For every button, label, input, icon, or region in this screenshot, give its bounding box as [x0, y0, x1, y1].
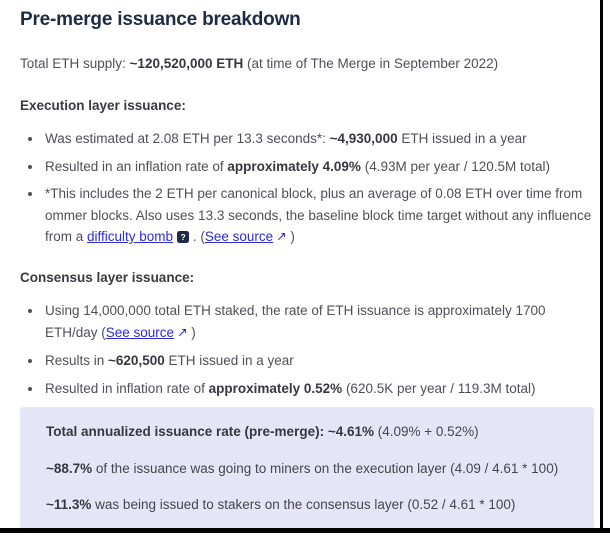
execution-layer-list: Was estimated at 2.08 ETH per 13.3 secon…: [20, 128, 597, 249]
consensus-layer-list: Using 14,000,000 total ETH staked, the r…: [20, 300, 597, 399]
bullet-text: Results in: [45, 353, 109, 368]
bullet-text: *This includes the 2 ETH per canonical b…: [45, 186, 592, 244]
see-source-label: See source: [204, 229, 274, 244]
list-item-execution-footnote: *This includes the 2 ETH per canonical b…: [43, 183, 597, 249]
summary-text: of the issuance was going to miners on t…: [92, 460, 559, 476]
list-item-execution-inflation: Resulted in an inflation rate of approxi…: [43, 156, 597, 178]
window-border-bottom: [0, 528, 610, 533]
stakers-share-value: ~11.3%: [46, 497, 92, 512]
list-item-execution-estimate: Was estimated at 2.08 ETH per 13.3 secon…: [43, 128, 597, 150]
bullet-text: (620.5K per year / 119.3M total): [342, 380, 536, 396]
difficulty-bomb-link[interactable]: difficulty bomb: [87, 229, 174, 244]
external-link-icon: ↗: [276, 229, 287, 244]
summary-callout: Total annualized issuance rate (pre-merg…: [20, 407, 594, 530]
list-item-consensus-rate: Using 14,000,000 total ETH staked, the r…: [43, 300, 597, 344]
bullet-text: Using 14,000,000 total ETH staked, the r…: [45, 303, 546, 340]
issuance-value: ~620,500: [108, 353, 165, 368]
intro-text: Total ETH supply:: [20, 56, 130, 71]
total-supply-value: ~120,520,000 ETH: [129, 56, 244, 71]
miners-share-value: ~88.7%: [46, 460, 93, 476]
bullet-text: (4.93M per year / 120.5M total): [360, 158, 551, 174]
bullet-text: Resulted in inflation rate of: [45, 380, 209, 396]
intro-text-suffix: (at time of The Merge in September 2022): [243, 56, 499, 71]
bullet-text: ): [187, 324, 196, 340]
summary-stakers-share: ~11.3% was being issued to stakers on th…: [46, 494, 568, 516]
list-item-consensus-inflation: Resulted in inflation rate of approximat…: [43, 378, 597, 400]
article-content: Pre-merge issuance breakdown Total ETH s…: [20, 0, 597, 530]
issuance-value: ~4,930,000: [329, 131, 398, 146]
bullet-text: ETH issued in a year: [397, 131, 527, 146]
external-link-icon: ↗: [177, 325, 188, 339]
bullet-text: Resulted in an inflation rate of: [45, 158, 228, 174]
summary-total-rate: Total annualized issuance rate (pre-merg…: [46, 421, 568, 443]
summary-miners-share: ~88.7% of the issuance was going to mine…: [46, 458, 568, 480]
bullet-text: ): [286, 229, 295, 244]
bullet-text: Was estimated at 2.08 ETH per 13.3 secon…: [45, 131, 330, 146]
summary-total-rate-value: Total annualized issuance rate (pre-merg…: [46, 424, 374, 439]
window-border-right: [600, 0, 603, 533]
list-item-consensus-issued: Results in ~620,500 ETH issued in a year: [43, 350, 597, 372]
see-source-label: See source: [105, 324, 175, 340]
inflation-rate-value: approximately 4.09%: [227, 158, 361, 174]
total-supply-line: Total ETH supply: ~120,520,000 ETH (at t…: [20, 53, 597, 75]
help-tooltip-icon[interactable]: ?: [177, 231, 190, 243]
bullet-text: ETH issued in a year: [164, 353, 294, 368]
execution-layer-heading: Execution layer issuance:: [20, 97, 186, 113]
see-source-link[interactable]: See source ↗: [205, 229, 287, 244]
summary-text: (4.09% + 0.52%): [373, 424, 479, 439]
bullet-text: . (: [189, 229, 205, 244]
consensus-layer-heading: Consensus layer issuance:: [20, 269, 195, 285]
inflation-rate-value: approximately 0.52%: [208, 380, 343, 396]
summary-text: was being issued to stakers on the conse…: [91, 497, 516, 512]
see-source-link[interactable]: See source ↗: [106, 325, 188, 340]
page-title: Pre-merge issuance breakdown: [20, 9, 301, 30]
